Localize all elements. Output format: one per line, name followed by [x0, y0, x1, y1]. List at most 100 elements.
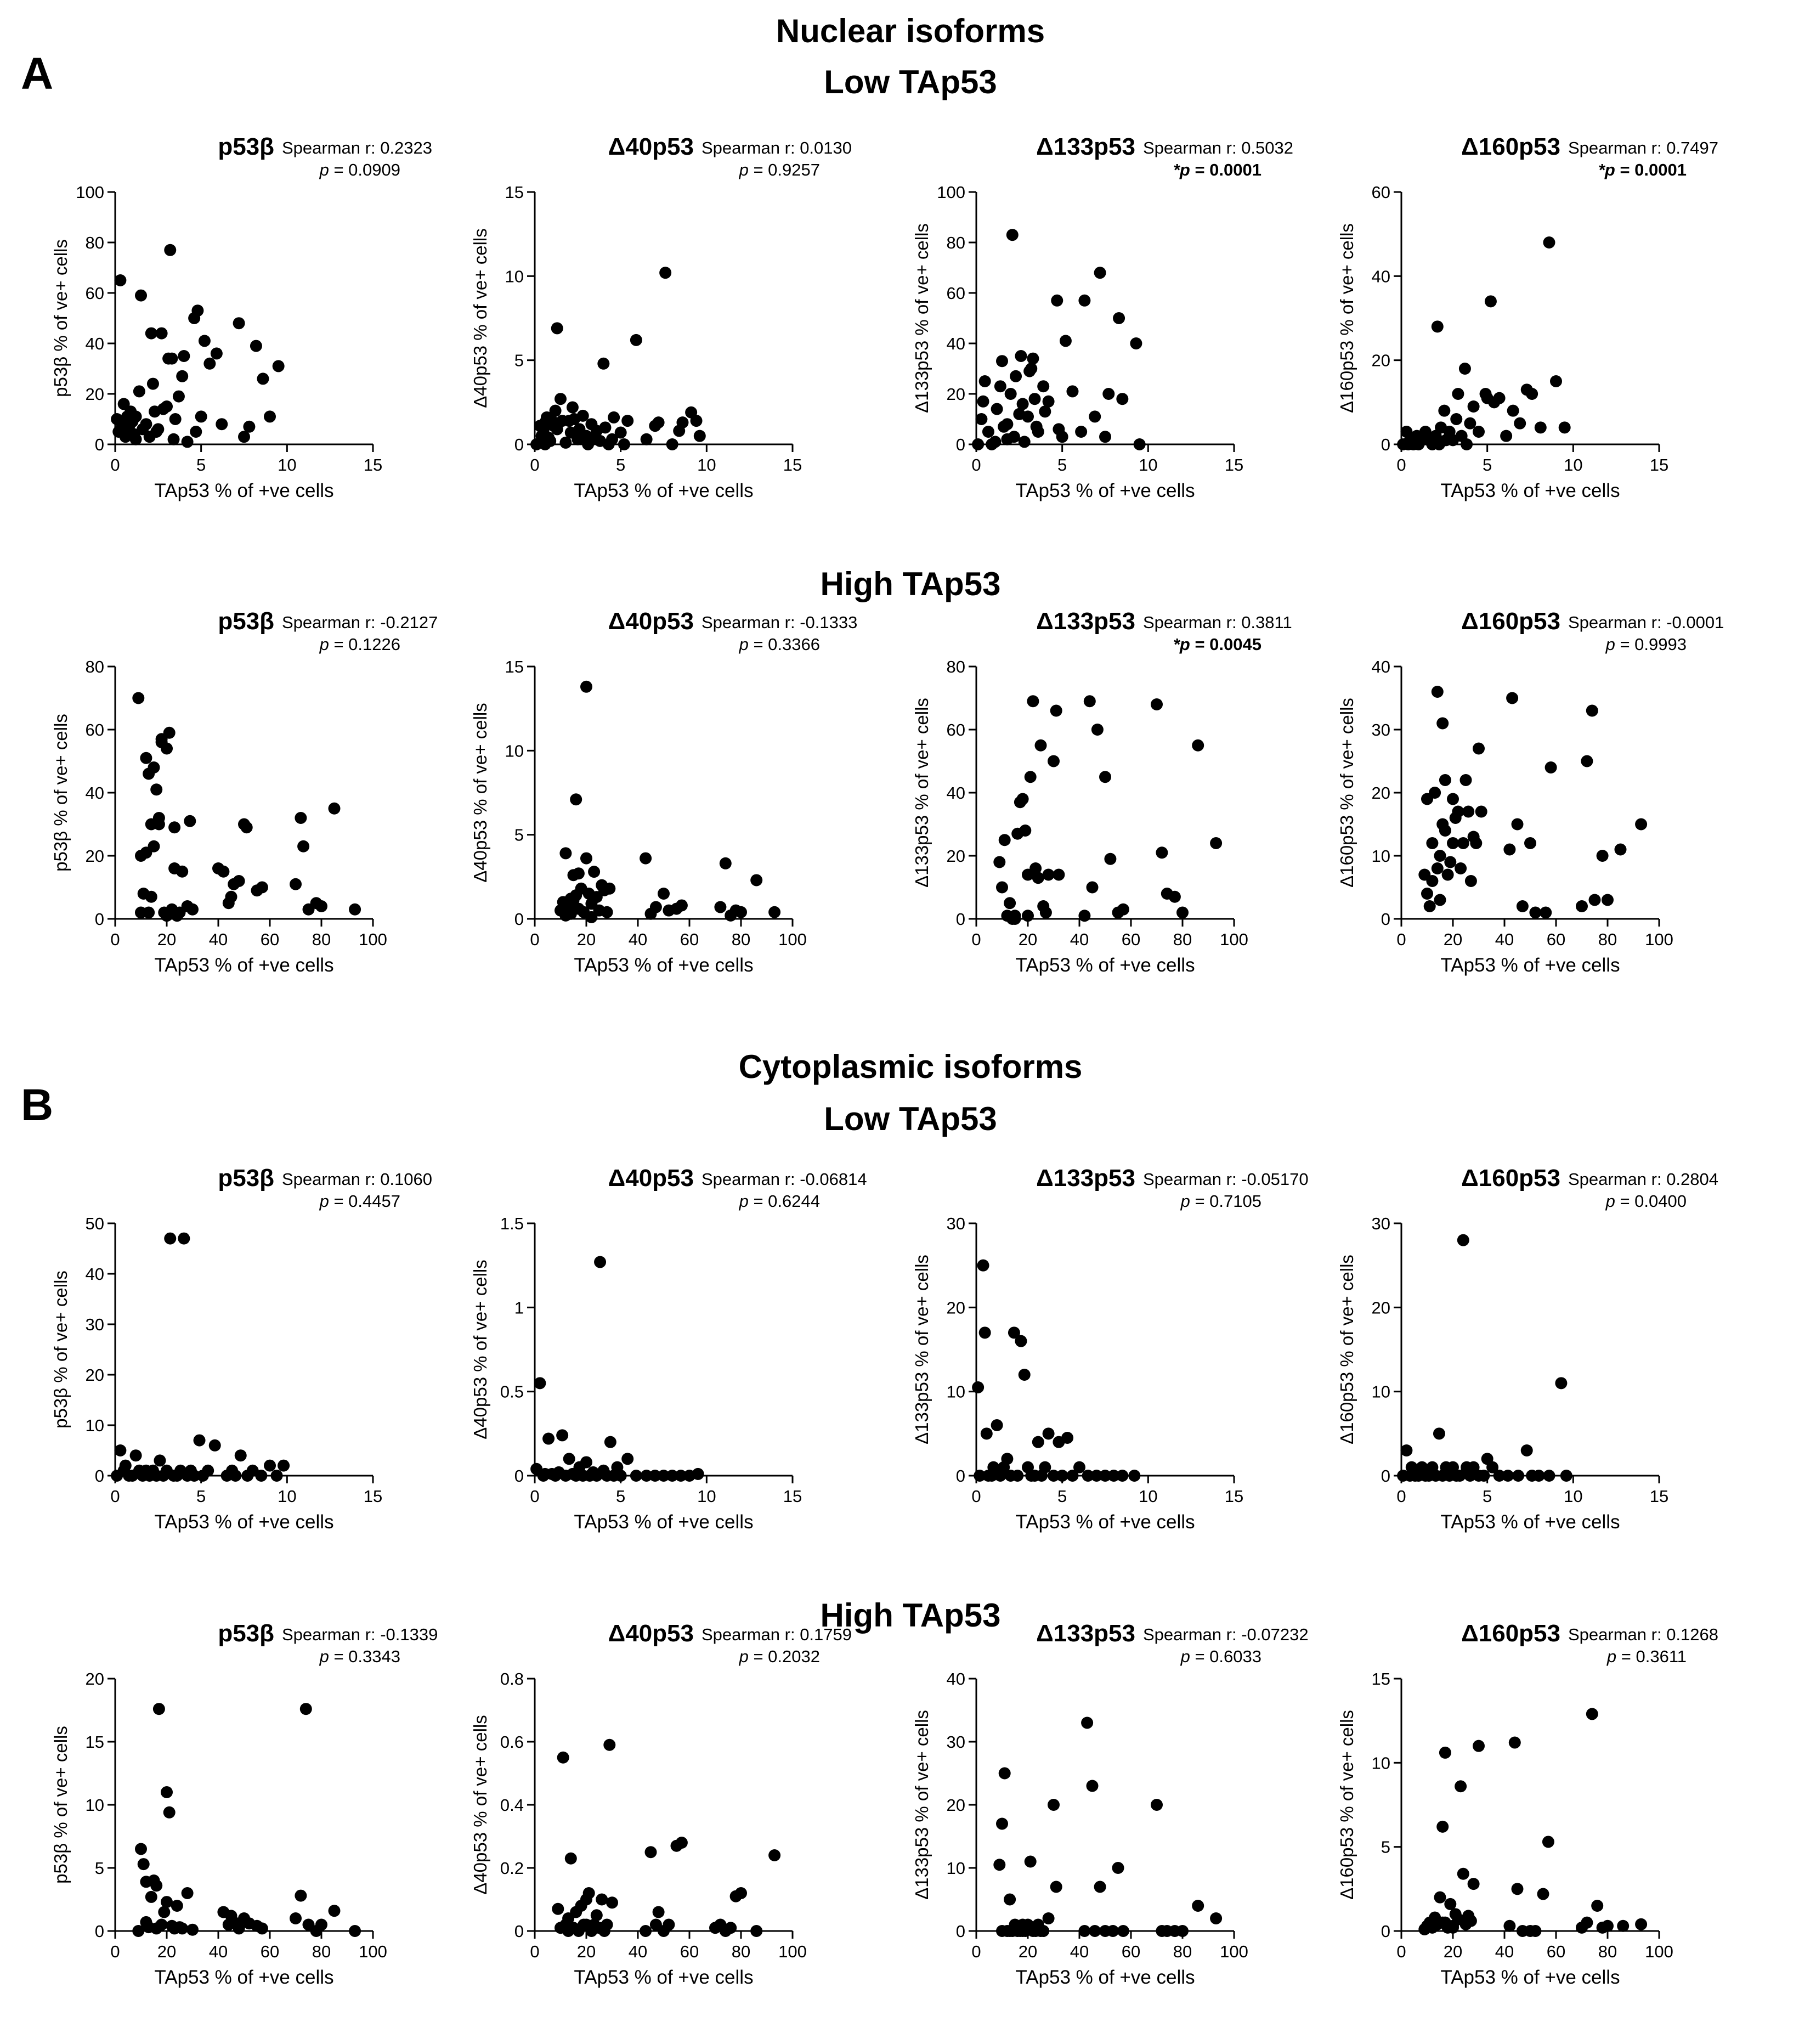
data-point — [1192, 1900, 1204, 1912]
data-point — [1511, 818, 1524, 831]
chart-title: Δ160p53 — [1461, 1620, 1560, 1647]
spearman-r: Spearman r: 0.0130 — [701, 138, 852, 157]
spearman-r: Spearman r: -0.0001 — [1568, 613, 1724, 632]
data-point — [1016, 793, 1029, 805]
data-point — [1576, 900, 1588, 912]
spearman-r: Spearman r: 0.1759 — [701, 1625, 852, 1644]
chart-3: 0 20 40 60 0 5 10 15 TAp53 % of +ve cells Δ160p53… — [1337, 133, 1718, 501]
data-point — [539, 438, 551, 450]
data-point — [1116, 393, 1129, 405]
x-tick-label: 10 — [1564, 1487, 1582, 1506]
data-point — [1099, 431, 1111, 443]
data-point — [676, 416, 689, 429]
x-tick-label: 15 — [783, 1487, 802, 1506]
data-point — [1001, 1453, 1014, 1465]
data-point — [719, 857, 732, 869]
chart-title: Δ40p53 — [608, 1165, 694, 1192]
data-point — [148, 761, 160, 773]
data-point — [315, 900, 327, 912]
data-point — [666, 438, 678, 450]
data-point — [977, 395, 989, 408]
data-point — [164, 1232, 177, 1245]
data-point — [250, 340, 262, 352]
x-tick-label: 40 — [629, 930, 647, 949]
data-point — [202, 1464, 214, 1477]
data-point — [1022, 410, 1034, 423]
y-tick-label: 15 — [86, 1732, 104, 1752]
data-point — [594, 1256, 607, 1268]
row-title-nuclear-high: High TAp53 — [820, 566, 1001, 602]
data-point — [596, 1893, 608, 1906]
y-tick-label: 10 — [86, 1795, 104, 1815]
data-point — [692, 1467, 704, 1480]
data-point — [1543, 1470, 1555, 1482]
y-axis-label: p53β % of ve+ cells — [50, 239, 71, 397]
data-point — [1015, 350, 1027, 362]
data-point — [588, 866, 601, 878]
data-point — [1082, 1470, 1094, 1482]
y-tick-label: 40 — [1372, 657, 1390, 676]
data-point — [982, 426, 994, 438]
data-point — [290, 1912, 302, 1924]
x-axis-label: TAp53 % of +ve cells — [1440, 955, 1620, 976]
data-point — [1133, 438, 1146, 450]
data-point — [1151, 1799, 1163, 1811]
data-point — [150, 783, 163, 796]
data-point — [243, 420, 256, 433]
data-point — [1048, 1470, 1060, 1482]
x-axis-label: TAp53 % of +ve cells — [574, 955, 753, 976]
data-point — [176, 1922, 189, 1935]
x-tick-label: 0 — [530, 455, 539, 475]
data-point — [1507, 404, 1519, 417]
y-tick-label: 60 — [947, 720, 965, 739]
chart-title: Δ160p53 — [1461, 608, 1560, 635]
data-point — [1500, 430, 1513, 442]
p-value: p = 0.7105 — [1180, 1192, 1261, 1211]
data-point — [1029, 862, 1042, 874]
data-point — [256, 1922, 268, 1935]
data-point — [163, 726, 176, 739]
y-tick-label: 40 — [86, 783, 104, 803]
data-point — [1635, 818, 1648, 831]
data-point — [630, 1470, 642, 1482]
data-point — [1503, 1919, 1516, 1932]
p-value: p = 0.9993 — [1605, 635, 1687, 654]
data-point — [1586, 704, 1598, 717]
data-point — [1176, 906, 1189, 919]
data-point — [1457, 1867, 1469, 1880]
data-point — [1431, 686, 1444, 698]
x-tick-label: 100 — [1645, 930, 1673, 949]
x-tick-label: 40 — [209, 1942, 228, 1961]
chart-6: 0 20 40 60 80 0 20 40 60 80 100 TAp53 % of +ve cell… — [912, 608, 1292, 976]
data-point — [208, 1439, 221, 1452]
data-point — [597, 357, 610, 370]
y-tick-label: 20 — [1372, 783, 1390, 803]
x-axis-label: TAp53 % of +ve cells — [1440, 480, 1620, 501]
data-point — [1099, 771, 1111, 783]
x-tick-label: 10 — [1564, 455, 1582, 475]
section-title-nuclear: Nuclear isoforms — [776, 13, 1045, 49]
data-point — [1032, 426, 1044, 438]
data-point — [1493, 1470, 1506, 1482]
data-point — [1032, 1436, 1044, 1448]
x-tick-label: 10 — [1139, 1487, 1157, 1506]
data-point — [1050, 1881, 1062, 1893]
data-point — [1457, 837, 1469, 849]
x-tick-label: 20 — [577, 1942, 596, 1961]
y-tick-label: 0.2 — [500, 1859, 524, 1878]
y-axis-label: Δ40p53 % of ve+ cells — [470, 1260, 490, 1439]
x-tick-label: 60 — [1547, 930, 1565, 949]
data-point — [1081, 1716, 1094, 1729]
data-point — [564, 1852, 577, 1865]
data-point — [1511, 1883, 1524, 1895]
data-point — [264, 410, 276, 423]
p-value: p = 0.0400 — [1605, 1192, 1687, 1211]
data-point — [1128, 1470, 1141, 1482]
y-tick-label: 50 — [86, 1214, 104, 1233]
data-point — [1104, 852, 1117, 865]
chart-0: 0 20 40 60 80 100 0 5 10 15 TAp53 % of +ve cells p5… — [50, 133, 432, 501]
data-point — [1024, 771, 1037, 783]
p-value: *p = 0.0001 — [1598, 160, 1687, 179]
y-axis-label: Δ40p53 % of ve+ cells — [470, 228, 490, 408]
y-tick-label: 10 — [86, 1416, 104, 1435]
